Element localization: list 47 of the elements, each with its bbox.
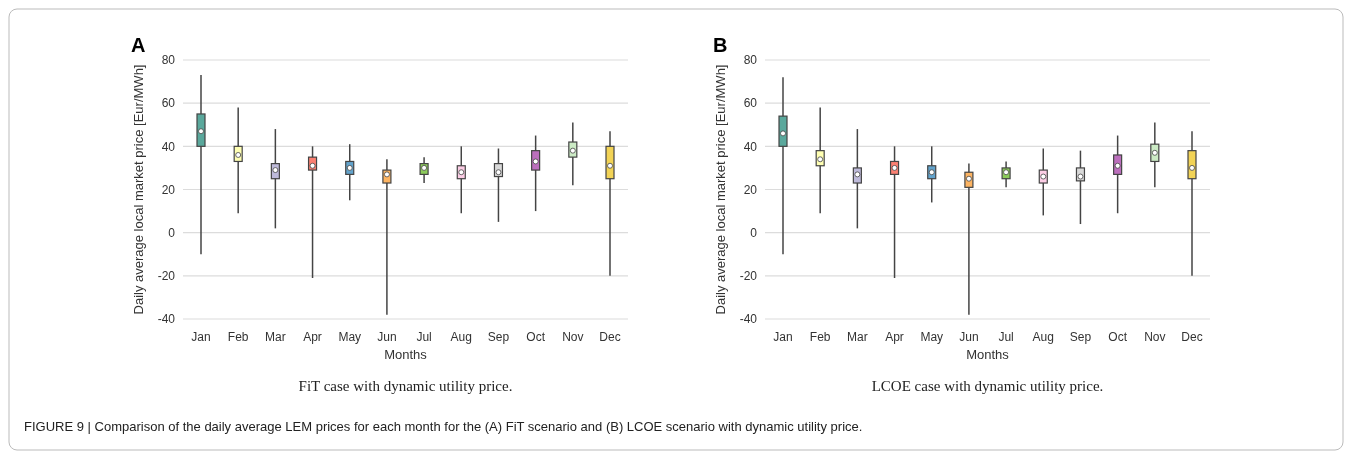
x-tick-label: Oct	[1108, 330, 1128, 344]
y-tick-label: -40	[739, 312, 758, 327]
y-axis-title: Daily average local market price [Eur/MWh]	[131, 64, 146, 315]
x-tick-label: Dec	[599, 330, 621, 344]
text: B	[713, 34, 728, 56]
x-tick-label: Jan	[773, 330, 793, 344]
x-axis-title: Months	[966, 347, 1010, 362]
x-tick-label: Oct	[526, 330, 546, 344]
x-tick-label: Sep	[487, 330, 510, 344]
y-tick-label: 0	[168, 225, 176, 240]
x-tick-label: Jul	[998, 330, 1014, 344]
x-tick-label: Jun	[959, 330, 979, 344]
x-tick-label: Nov	[1144, 330, 1166, 344]
y-axis-title: Daily average local market price [Eur/MWh]	[713, 64, 728, 315]
x-tick-label: Mar	[847, 330, 868, 344]
x-tick-label: Jan	[191, 330, 211, 344]
y-tick-label: 40	[743, 139, 758, 154]
x-tick-label: Jun	[377, 330, 397, 344]
x-tick-label: Aug	[1032, 330, 1054, 344]
y-tick-label: 20	[743, 182, 758, 197]
y-tick-label: -40	[157, 312, 176, 327]
y-tick-label: -20	[157, 269, 176, 284]
x-tick-label: May	[338, 330, 362, 344]
x-axis-title: Months	[384, 347, 428, 362]
x-tick-label: Nov	[562, 330, 584, 344]
x-tick-label: Apr	[303, 330, 322, 344]
y-tick-label: 80	[743, 53, 758, 68]
x-tick-label: May	[920, 330, 944, 344]
x-tick-label: Feb	[227, 330, 249, 344]
y-tick-label: 20	[161, 182, 176, 197]
y-tick-label: -20	[739, 269, 758, 284]
x-tick-label: Feb	[809, 330, 831, 344]
x-tick-label: Jul	[416, 330, 432, 344]
text: A	[131, 34, 146, 56]
y-tick-label: 60	[161, 96, 176, 111]
text: LCOE case with dynamic utility price.	[871, 378, 1104, 394]
text: FiT case with dynamic utility price.	[298, 378, 513, 394]
y-tick-label: 0	[750, 225, 758, 240]
y-tick-label: 60	[743, 96, 758, 111]
x-tick-label: Aug	[450, 330, 472, 344]
x-tick-label: Mar	[265, 330, 286, 344]
x-tick-label: Dec	[1181, 330, 1203, 344]
x-tick-label: Sep	[1069, 330, 1092, 344]
y-tick-label: 40	[161, 139, 176, 154]
caption: FIGURE 9 | Comparison of the daily average LEM prices for each month for the (A) FiT scenario and (B) LCOE scenario with dynamic utility price.	[24, 419, 863, 434]
x-tick-label: Apr	[885, 330, 904, 344]
y-tick-label: 80	[161, 53, 176, 68]
